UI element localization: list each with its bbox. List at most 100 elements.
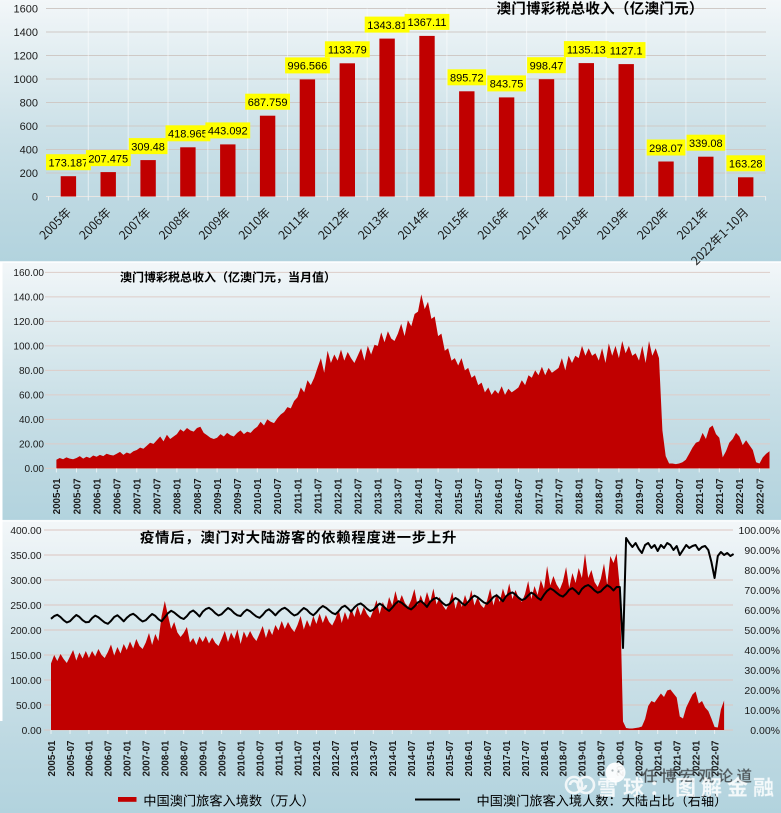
svg-text:2016-01: 2016-01	[464, 740, 475, 777]
svg-text:1135.13: 1135.13	[567, 44, 606, 56]
svg-text:2019-07: 2019-07	[597, 740, 608, 777]
svg-text:2020-01: 2020-01	[655, 478, 666, 515]
svg-text:998.47: 998.47	[530, 61, 564, 73]
svg-text:2019-07: 2019-07	[635, 478, 646, 515]
svg-text:300.00: 300.00	[10, 576, 41, 587]
svg-text:339.08: 339.08	[689, 138, 723, 150]
svg-text:2006-07: 2006-07	[113, 478, 124, 515]
svg-text:2016-07: 2016-07	[483, 740, 494, 777]
svg-text:2009-07: 2009-07	[217, 740, 228, 777]
svg-text:150.00: 150.00	[10, 651, 41, 662]
svg-text:100.00%: 100.00%	[739, 525, 780, 537]
svg-text:400: 400	[20, 145, 38, 157]
svg-text:2011-01: 2011-01	[274, 740, 285, 776]
svg-text:843.75: 843.75	[490, 79, 524, 91]
svg-text:2022-07: 2022-07	[710, 740, 721, 777]
svg-text:2009-07: 2009-07	[233, 478, 244, 515]
svg-text:2010-01: 2010-01	[253, 478, 264, 515]
svg-text:1343.81: 1343.81	[367, 20, 407, 32]
svg-text:2005-07: 2005-07	[72, 478, 83, 515]
svg-text:2016-01: 2016-01	[494, 478, 505, 515]
svg-text:1400: 1400	[14, 27, 38, 39]
svg-text:2008-01: 2008-01	[173, 478, 184, 515]
svg-text:2022-07: 2022-07	[755, 478, 766, 515]
svg-text:1200: 1200	[14, 51, 38, 63]
svg-text:20.00: 20.00	[19, 440, 44, 451]
svg-text:2011-07: 2011-07	[313, 478, 324, 514]
svg-text:2018-01: 2018-01	[540, 740, 551, 777]
svg-text:2011-01: 2011-01	[293, 478, 304, 514]
svg-text:200.00: 200.00	[10, 626, 41, 637]
svg-text:2015-01: 2015-01	[426, 740, 437, 777]
svg-text:2007-07: 2007-07	[142, 740, 153, 777]
svg-text:1367.11: 1367.11	[408, 17, 447, 29]
svg-text:1600: 1600	[14, 4, 38, 16]
svg-text:10.00%: 10.00%	[744, 705, 780, 717]
svg-text:895.72: 895.72	[450, 73, 484, 85]
svg-text:2007-07: 2007-07	[153, 478, 164, 515]
svg-text:2020-07: 2020-07	[675, 478, 686, 515]
svg-text:200: 200	[20, 168, 38, 180]
svg-text:350.00: 350.00	[10, 551, 41, 562]
svg-text:50.00: 50.00	[16, 701, 42, 712]
svg-text:2008-07: 2008-07	[193, 478, 204, 515]
svg-text:2012-07: 2012-07	[331, 740, 342, 777]
svg-text:2005-01: 2005-01	[52, 478, 63, 515]
svg-text:2020-07: 2020-07	[635, 740, 646, 777]
svg-text:2008-01: 2008-01	[161, 740, 172, 777]
svg-text:996.566: 996.566	[288, 61, 328, 73]
svg-text:80.00: 80.00	[19, 366, 44, 377]
svg-text:2014-07: 2014-07	[434, 478, 445, 515]
svg-text:2009-01: 2009-01	[213, 478, 224, 515]
svg-text:2022-01: 2022-01	[735, 478, 746, 515]
svg-text:100.00: 100.00	[13, 342, 44, 353]
svg-text:140.00: 140.00	[13, 293, 44, 304]
svg-text:2017-01: 2017-01	[502, 740, 513, 777]
svg-text:1000: 1000	[14, 74, 38, 86]
svg-text:60.00%: 60.00%	[744, 605, 780, 617]
svg-text:207.475: 207.475	[88, 153, 128, 165]
svg-text:2017-07: 2017-07	[521, 740, 532, 777]
svg-text:2013-01: 2013-01	[374, 478, 385, 515]
svg-text:2012-07: 2012-07	[354, 478, 365, 515]
svg-text:2020-01: 2020-01	[616, 740, 627, 777]
svg-text:2013-07: 2013-07	[369, 740, 380, 777]
svg-text:0.00: 0.00	[22, 726, 42, 737]
svg-text:2006-01: 2006-01	[92, 478, 103, 515]
svg-text:2021-07: 2021-07	[673, 740, 684, 777]
svg-text:687.759: 687.759	[248, 97, 288, 109]
svg-text:2013-01: 2013-01	[350, 740, 361, 777]
svg-text:418.965: 418.965	[168, 129, 208, 141]
svg-text:2015-07: 2015-07	[445, 740, 456, 777]
svg-text:2014-07: 2014-07	[407, 740, 418, 777]
svg-text:163.28: 163.28	[729, 159, 763, 171]
svg-text:2012-01: 2012-01	[312, 740, 323, 777]
svg-text:2007-01: 2007-01	[123, 740, 134, 777]
svg-text:2019-01: 2019-01	[578, 740, 589, 777]
svg-text:120.00: 120.00	[13, 317, 44, 328]
svg-text:40.00: 40.00	[19, 415, 44, 426]
svg-text:2015-07: 2015-07	[474, 478, 485, 515]
svg-text:2017-07: 2017-07	[554, 478, 565, 515]
svg-text:2018-07: 2018-07	[595, 478, 606, 515]
svg-text:2010-07: 2010-07	[255, 740, 266, 777]
svg-text:20.00%: 20.00%	[744, 685, 780, 697]
svg-text:2016-07: 2016-07	[514, 478, 525, 515]
svg-text:250.00: 250.00	[10, 601, 41, 612]
svg-text:160.00: 160.00	[13, 268, 44, 279]
svg-text:2018-01: 2018-01	[575, 478, 586, 515]
svg-text:40.00%: 40.00%	[744, 645, 780, 657]
svg-text:2017-01: 2017-01	[534, 478, 545, 515]
svg-text:2005-01: 2005-01	[47, 740, 58, 777]
svg-text:2008-07: 2008-07	[180, 740, 191, 777]
svg-text:2015-01: 2015-01	[454, 478, 465, 515]
svg-text:600: 600	[20, 121, 38, 133]
svg-text:2011-07: 2011-07	[293, 740, 304, 776]
svg-text:2019-01: 2019-01	[615, 478, 626, 515]
svg-text:50.00%: 50.00%	[744, 625, 780, 637]
svg-text:800: 800	[20, 98, 38, 110]
svg-text:309.48: 309.48	[131, 141, 165, 153]
svg-text:2014-01: 2014-01	[414, 478, 425, 515]
svg-text:0.00: 0.00	[25, 464, 45, 475]
svg-text:1127.1: 1127.1	[610, 45, 643, 57]
